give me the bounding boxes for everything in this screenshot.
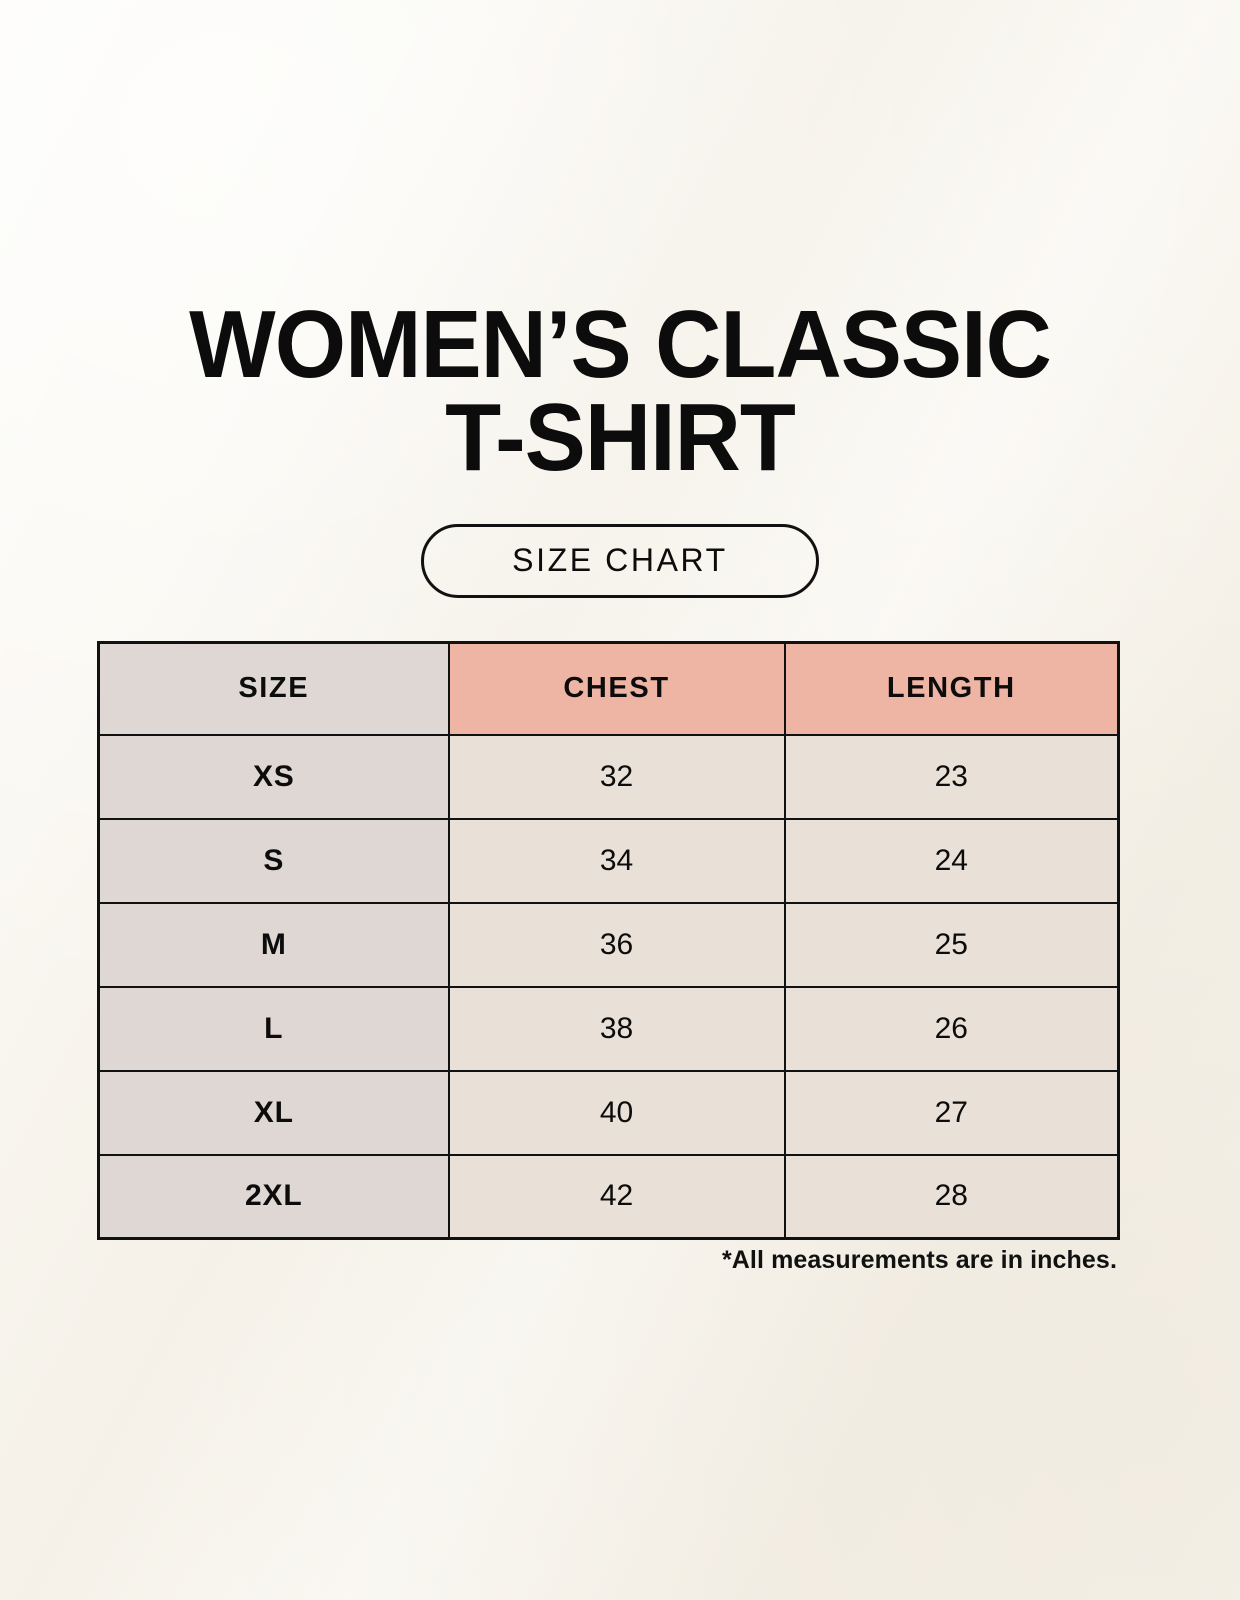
cell-length: 28 [783, 1153, 1120, 1240]
cell-size: M [97, 901, 450, 988]
cell-chest: 34 [447, 817, 786, 904]
cell-chest: 38 [447, 985, 786, 1072]
table-row: XS 32 23 [97, 733, 1120, 820]
cell-chest: 40 [447, 1069, 786, 1156]
table-row: 2XL 42 28 [97, 1153, 1120, 1240]
cell-chest: 42 [447, 1153, 786, 1240]
column-header-chest: CHEST [447, 641, 786, 736]
cell-size: L [97, 985, 450, 1072]
cell-length: 23 [783, 733, 1120, 820]
badge-container: SIZE CHART [0, 524, 1240, 598]
cell-chest: 36 [447, 901, 786, 988]
cell-length: 26 [783, 985, 1120, 1072]
size-table-container: SIZE CHEST LENGTH XS 32 23 S 34 24 M [97, 641, 1120, 1240]
table-body: XS 32 23 S 34 24 M 36 25 L 38 26 [97, 733, 1120, 1240]
table-header-row: SIZE CHEST LENGTH [97, 641, 1120, 736]
table-row: M 36 25 [97, 901, 1120, 988]
cell-size: XS [97, 733, 450, 820]
measurement-units-footnote: *All measurements are in inches. [721, 1246, 1117, 1274]
table-header: SIZE CHEST LENGTH [97, 641, 1120, 736]
table-row: XL 40 27 [97, 1069, 1120, 1156]
title-block: WOMEN’S CLASSIC T-SHIRT [0, 291, 1240, 492]
size-table: SIZE CHEST LENGTH XS 32 23 S 34 24 M [97, 641, 1120, 1240]
cell-length: 25 [783, 901, 1120, 988]
column-header-length: LENGTH [783, 641, 1120, 736]
table-row: S 34 24 [97, 817, 1120, 904]
size-chart-badge: SIZE CHART [421, 524, 819, 598]
cell-chest: 32 [447, 733, 786, 820]
column-header-size: SIZE [97, 641, 450, 736]
cell-size: 2XL [97, 1153, 450, 1240]
page-title: WOMEN’S CLASSIC T-SHIRT [189, 291, 1052, 492]
table-row: L 38 26 [97, 985, 1120, 1072]
cell-length: 24 [783, 817, 1120, 904]
cell-size: XL [97, 1069, 450, 1156]
cell-size: S [97, 817, 450, 904]
cell-length: 27 [783, 1069, 1120, 1156]
